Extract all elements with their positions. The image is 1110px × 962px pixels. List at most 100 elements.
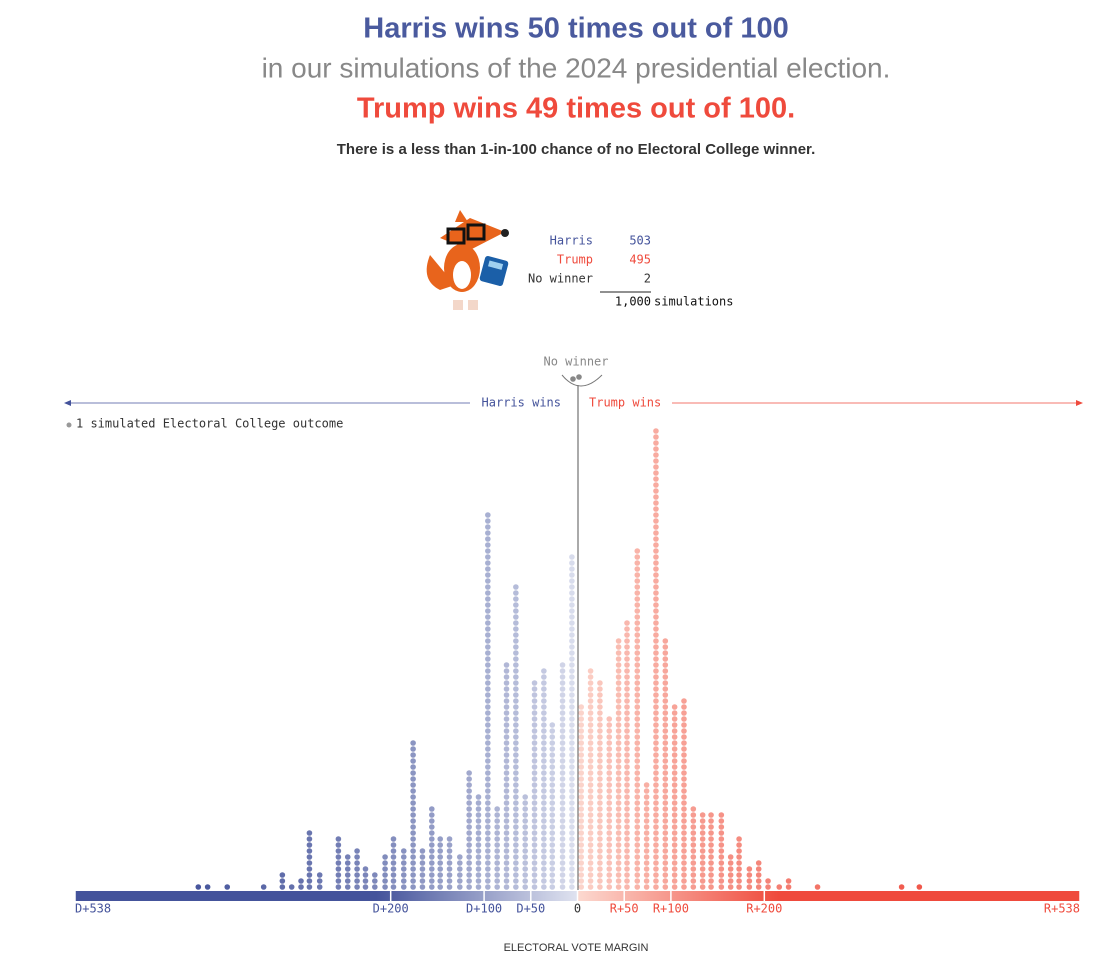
dot [485, 686, 491, 692]
dot [419, 884, 426, 890]
dot [559, 818, 566, 824]
dot [662, 704, 669, 710]
dot [419, 848, 426, 854]
dot [428, 830, 435, 836]
dot [606, 842, 613, 848]
dot-column [699, 812, 706, 890]
dot [522, 860, 528, 866]
dot [306, 860, 313, 866]
dot [306, 854, 313, 860]
dot [503, 698, 510, 704]
dot [362, 884, 369, 890]
dot [503, 710, 510, 716]
dot [606, 830, 613, 836]
dot [662, 878, 669, 884]
dot [362, 878, 369, 884]
dot [354, 872, 360, 878]
dot [316, 884, 323, 890]
dot [549, 824, 556, 830]
dot [615, 848, 622, 854]
dot [541, 884, 547, 890]
headline-harris: Harris wins 50 times out of 100 [363, 13, 788, 45]
dot [578, 722, 585, 728]
dot [653, 560, 659, 566]
dot [587, 836, 594, 842]
dot [559, 668, 566, 674]
dot [643, 812, 650, 818]
dot [671, 782, 678, 788]
dot [597, 878, 603, 884]
dot [587, 698, 594, 704]
dot [681, 752, 687, 758]
dot [513, 626, 519, 632]
dot [624, 884, 630, 890]
dot [541, 776, 547, 782]
dot [503, 764, 510, 770]
no-winner-label: No winner [543, 355, 608, 369]
dot [541, 722, 547, 728]
dot [354, 866, 360, 872]
dot [634, 674, 641, 680]
dot [653, 674, 659, 680]
dot [569, 716, 575, 722]
dot [522, 866, 528, 872]
dot [513, 776, 519, 782]
dot [485, 884, 491, 890]
dot [344, 854, 351, 860]
dot [587, 710, 594, 716]
dot [513, 680, 519, 686]
dot [531, 884, 538, 890]
dot [485, 572, 491, 578]
dot [559, 752, 566, 758]
dot [671, 806, 678, 812]
dot [671, 752, 678, 758]
dot [634, 656, 641, 662]
dot [587, 722, 594, 728]
dot [727, 866, 734, 872]
dot [437, 854, 443, 860]
dot [643, 806, 650, 812]
dot [513, 614, 519, 620]
dot [400, 860, 407, 866]
dot [437, 872, 443, 878]
dot [653, 488, 659, 494]
dot [419, 854, 426, 860]
dot [587, 740, 594, 746]
dot [718, 860, 725, 866]
dot [485, 800, 491, 806]
dot [653, 698, 659, 704]
dot [662, 734, 669, 740]
dot [372, 878, 378, 884]
dot [615, 788, 622, 794]
dot [446, 848, 453, 854]
dot [615, 836, 622, 842]
summary-table: Harris 503 Trump 495 No winner 2 1,000 simulati… [528, 234, 734, 309]
dot [755, 872, 762, 878]
dot [776, 884, 783, 890]
dot [372, 884, 378, 890]
dot [662, 722, 669, 728]
dot [681, 782, 687, 788]
dot [503, 746, 510, 752]
dot [624, 740, 630, 746]
dot [569, 854, 575, 860]
dot [587, 824, 594, 830]
dot [541, 740, 547, 746]
dot [457, 854, 463, 860]
dot [466, 776, 472, 782]
dot [569, 740, 575, 746]
dot [653, 482, 659, 488]
dot [671, 800, 678, 806]
dot [578, 776, 585, 782]
dot [606, 848, 613, 854]
dot [708, 842, 714, 848]
dot [541, 812, 547, 818]
dot [671, 818, 678, 824]
dot [513, 746, 519, 752]
dot [485, 620, 491, 626]
dot [690, 836, 697, 842]
dot [615, 794, 622, 800]
dot [634, 758, 641, 764]
dot [494, 812, 500, 818]
